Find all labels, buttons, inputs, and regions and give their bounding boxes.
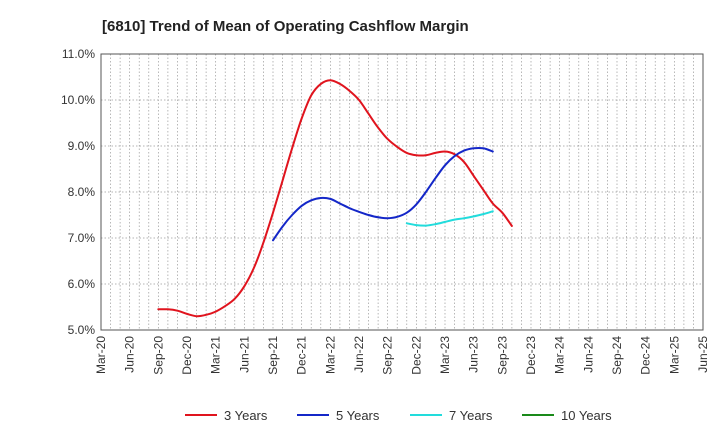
- x-tick-label: Sep-20: [151, 336, 165, 375]
- y-tick-label: 5.0%: [68, 323, 96, 337]
- axes: 5.0% 6.0% 7.0% 8.0% 9.0% 10.0% 11.0% Mar-20 Jun-…: [61, 47, 710, 375]
- legend: 3 Years 5 Years 7 Years 10 Years: [185, 408, 612, 423]
- x-tick-label: Sep-24: [610, 336, 624, 375]
- y-tick-label: 9.0%: [68, 139, 96, 153]
- legend-item: 3 Years: [185, 408, 268, 423]
- legend-label: 5 Years: [336, 408, 380, 423]
- x-tick-label: Sep-23: [495, 336, 509, 375]
- grid: [100, 53, 704, 331]
- x-tick-label: Dec-23: [524, 336, 538, 375]
- x-tick-label: Mar-23: [438, 336, 452, 374]
- x-tick-label: Mar-24: [553, 336, 567, 374]
- x-tick-label: Dec-22: [409, 336, 423, 375]
- x-tick-label: Dec-24: [639, 336, 653, 375]
- x-tick-label: Dec-21: [295, 336, 309, 375]
- x-tick-label: Jun-20: [123, 336, 137, 373]
- x-tick-label: Mar-22: [323, 336, 337, 374]
- y-tick-label: 8.0%: [68, 185, 96, 199]
- chart-title: [6810] Trend of Mean of Operating Cashfl…: [102, 18, 469, 35]
- x-tick-label: Jun-24: [581, 336, 595, 373]
- x-tick-label: Mar-25: [667, 336, 681, 374]
- x-tick-label: Mar-21: [209, 336, 223, 374]
- x-tick-label: Sep-21: [266, 336, 280, 375]
- y-tick-label: 6.0%: [68, 277, 96, 291]
- series-lines: [157, 79, 513, 318]
- x-tick-label: Jun-23: [467, 336, 481, 373]
- x-tick-label: Jun-25: [696, 336, 710, 373]
- legend-item: 5 Years: [297, 408, 380, 423]
- legend-label: 7 Years: [449, 408, 493, 423]
- series-line-3-years: [157, 79, 513, 318]
- legend-item: 10 Years: [522, 408, 612, 423]
- series-line-5-years: [272, 146, 494, 242]
- legend-label: 10 Years: [561, 408, 612, 423]
- x-tick-label: Jun-22: [352, 336, 366, 373]
- x-tick-label: Mar-20: [94, 336, 108, 374]
- x-tick-label: Sep-22: [381, 336, 395, 375]
- legend-label: 3 Years: [224, 408, 268, 423]
- series-line-7-years: [405, 210, 494, 227]
- plot-frame: [100, 53, 704, 331]
- y-tick-label: 7.0%: [68, 231, 96, 245]
- x-tick-label: Dec-20: [180, 336, 194, 375]
- legend-item: 7 Years: [410, 408, 493, 423]
- y-tick-label: 10.0%: [61, 93, 95, 107]
- x-tick-label: Jun-21: [237, 336, 251, 373]
- y-tick-label: 11.0%: [62, 47, 95, 61]
